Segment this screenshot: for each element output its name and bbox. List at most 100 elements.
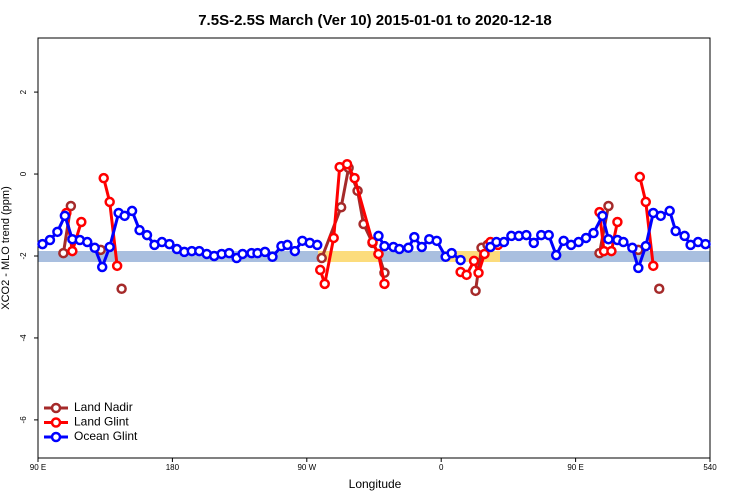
legend-marker: [50, 417, 62, 428]
legend-label: Ocean Glint: [74, 429, 138, 443]
y-axis-label: XCO2 - MLO trend (ppm): [0, 186, 12, 309]
x-tick-label: 0: [439, 463, 444, 472]
point: [409, 231, 420, 243]
y-tick-label: 2: [19, 89, 28, 94]
legend-marker: [50, 431, 62, 443]
series: [37, 205, 711, 274]
point: [633, 262, 644, 274]
y-tick-label: -6: [19, 416, 28, 424]
band-highlight: [318, 251, 378, 262]
point: [319, 278, 330, 290]
point: [96, 261, 108, 273]
series-line: [63, 168, 659, 291]
point: [403, 242, 414, 254]
point: [528, 237, 540, 249]
x-tick-label: 180: [166, 463, 180, 472]
point: [394, 243, 405, 255]
point: [603, 233, 614, 245]
point: [618, 236, 629, 248]
series: [58, 162, 665, 297]
point: [679, 230, 690, 242]
point: [141, 229, 153, 241]
point: [627, 242, 638, 254]
point: [461, 269, 472, 281]
point: [65, 200, 77, 212]
point: [379, 278, 390, 290]
point: [498, 236, 510, 248]
x-tick-label: 90 E: [30, 463, 46, 472]
point: [468, 255, 480, 267]
y-tick-label: -2: [19, 252, 28, 260]
point: [379, 240, 390, 252]
point: [612, 216, 623, 228]
point: [282, 239, 293, 251]
legend-entry: Land Glint: [44, 415, 129, 429]
point: [58, 247, 69, 259]
point: [341, 158, 353, 170]
point: [267, 251, 278, 263]
point: [558, 235, 569, 247]
point: [640, 240, 652, 252]
point: [44, 234, 56, 246]
point: [289, 245, 301, 257]
plot-frame: [37, 37, 711, 459]
x-tick-label: 90 E: [567, 463, 583, 472]
point: [335, 201, 347, 213]
point: [126, 205, 138, 217]
point: [316, 252, 327, 264]
legend-entry: Ocean Glint: [44, 429, 138, 443]
point: [670, 225, 681, 237]
point: [134, 224, 145, 236]
point: [640, 196, 652, 208]
point: [349, 172, 360, 184]
y-tick-label: 0: [19, 171, 28, 176]
point: [76, 216, 87, 228]
point: [104, 196, 115, 208]
point: [314, 264, 326, 276]
x-axis-label: Longitude: [349, 477, 402, 491]
point: [119, 210, 130, 222]
point: [653, 283, 665, 295]
y-tick-label: -4: [19, 334, 28, 342]
point: [223, 247, 235, 259]
point: [164, 238, 175, 250]
point: [455, 254, 466, 266]
point: [606, 245, 617, 257]
point: [664, 205, 675, 217]
point: [603, 200, 614, 212]
point: [521, 229, 532, 241]
point: [655, 210, 666, 222]
point: [37, 238, 48, 250]
point: [373, 230, 384, 242]
point: [328, 232, 339, 244]
legend-marker: [50, 402, 62, 414]
point: [52, 226, 63, 238]
legend-label: Land Glint: [74, 415, 129, 429]
point: [59, 210, 71, 222]
point: [648, 260, 659, 272]
x-tick-label: 540: [703, 463, 717, 472]
point: [89, 242, 100, 254]
point: [580, 232, 592, 244]
point: [237, 248, 248, 260]
point: [573, 236, 584, 248]
point: [111, 260, 123, 272]
point: [543, 229, 554, 241]
point: [479, 248, 490, 260]
legend-label: Land Nadir: [74, 400, 133, 414]
point: [550, 249, 562, 261]
point: [470, 285, 481, 297]
point: [116, 283, 127, 295]
point: [431, 235, 442, 247]
point: [104, 241, 115, 253]
point: [259, 246, 271, 258]
point: [700, 238, 711, 250]
point: [98, 172, 109, 184]
point: [416, 241, 428, 253]
point: [67, 245, 78, 257]
legend-entry: Land Nadir: [44, 400, 133, 414]
point: [446, 247, 457, 259]
x-tick-label: 90 W: [297, 463, 316, 472]
point: [82, 236, 93, 248]
